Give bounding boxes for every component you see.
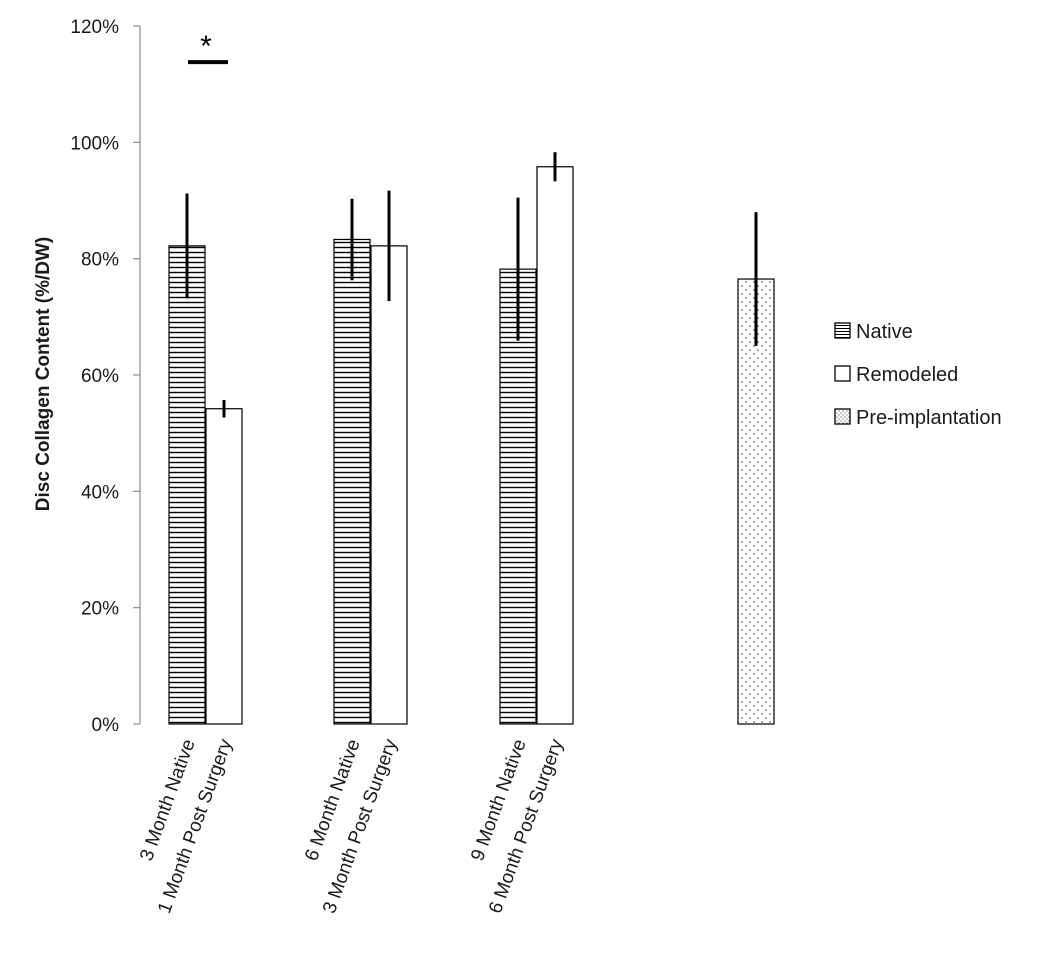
bar-remodeled xyxy=(205,408,243,725)
y-tick-label: 0% xyxy=(92,715,120,736)
y-tick-label: 60% xyxy=(81,366,119,387)
legend-label: Pre-implantation xyxy=(856,407,1002,429)
bar-native xyxy=(168,245,206,725)
bar-pre-implantation xyxy=(737,278,775,725)
bars xyxy=(168,166,775,725)
annotations: * xyxy=(188,30,228,65)
significance-star: * xyxy=(200,30,212,63)
y-axis-title: Disc Collagen Content (%/DW) xyxy=(33,237,54,511)
y-tick-label: 120% xyxy=(70,17,119,38)
y-tick-label: 20% xyxy=(81,599,119,620)
y-axis: 0% 20% 40% 60% 80% 100% 120% xyxy=(70,17,141,736)
legend-swatch-native xyxy=(834,322,851,339)
legend-swatch-remodeled xyxy=(834,365,851,382)
error-bars xyxy=(185,152,758,418)
legend-label: Native xyxy=(856,321,913,343)
bar-remodeled xyxy=(370,245,408,725)
y-tick-label: 40% xyxy=(81,482,119,503)
bar-native xyxy=(333,238,371,725)
legend-label: Remodeled xyxy=(856,364,958,386)
legend-swatch-pre-implantation xyxy=(834,408,851,425)
bar-remodeled xyxy=(536,166,574,725)
bar-native xyxy=(499,268,537,725)
y-tick-label: 80% xyxy=(81,250,119,271)
legend: Native Remodeled Pre-implantation xyxy=(834,321,1002,429)
y-tick-label: 100% xyxy=(70,133,119,154)
